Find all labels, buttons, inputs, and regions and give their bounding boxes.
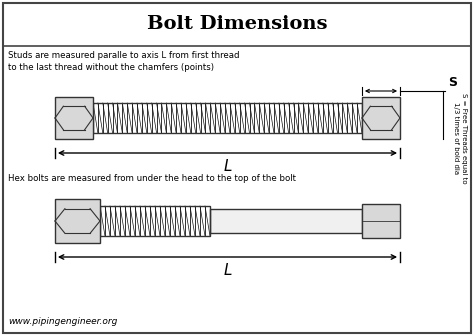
Bar xyxy=(93,103,362,133)
Bar xyxy=(362,204,400,238)
Bar xyxy=(362,97,400,139)
Text: S = Free Threads equal to
1/3 times of bold dia: S = Free Threads equal to 1/3 times of b… xyxy=(453,93,467,183)
Text: L: L xyxy=(223,263,232,278)
Bar xyxy=(93,103,362,133)
Bar xyxy=(100,206,210,236)
Text: Bolt Dimensions: Bolt Dimensions xyxy=(147,15,327,33)
Bar xyxy=(55,97,93,139)
Bar xyxy=(55,199,100,243)
Text: www.pipingengineer.org: www.pipingengineer.org xyxy=(8,317,118,326)
Text: S: S xyxy=(448,76,457,89)
Text: L: L xyxy=(223,159,232,174)
Text: Studs are measured paralle to axis L from first thread
to the last thread withou: Studs are measured paralle to axis L fro… xyxy=(8,51,239,73)
Bar xyxy=(100,206,210,236)
Text: Hex bolts are measured from under the head to the top of the bolt: Hex bolts are measured from under the he… xyxy=(8,174,296,183)
Bar xyxy=(210,209,362,233)
